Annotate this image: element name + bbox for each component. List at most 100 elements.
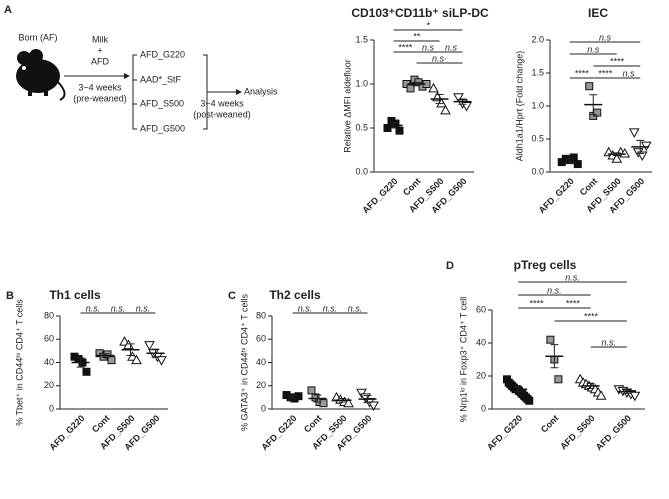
- significance-label: ****: [565, 298, 580, 308]
- y-tick-label: 0: [49, 403, 54, 413]
- data-point: [440, 104, 451, 115]
- significance-label: n.s: [599, 32, 612, 42]
- y-tick-label: 60: [476, 304, 486, 314]
- y-axis-label: % Nrp1ˡᵒ in Foxp3⁺ CD4⁺ T cell: [458, 297, 468, 423]
- x-tick-label: AFD_G500: [594, 413, 633, 452]
- arrow-head: [124, 73, 130, 79]
- data-point: [319, 399, 328, 408]
- analysis-label: Analysis: [244, 86, 278, 96]
- data-point: [573, 160, 582, 169]
- y-axis-label: Relative ΔMFI aldefluor: [342, 59, 352, 153]
- y-tick-label: 20: [44, 380, 54, 390]
- data-point: [619, 148, 631, 158]
- y-tick-label: 40: [476, 337, 486, 347]
- significance-label: ****: [598, 68, 613, 78]
- post-text: 3~4 weeks: [200, 98, 244, 108]
- significance-label: n.s.: [547, 285, 562, 295]
- data-point: [368, 401, 379, 412]
- error-bar: [151, 348, 160, 358]
- data-point: [307, 386, 316, 395]
- chart-title: IEC: [588, 6, 608, 20]
- data-point: [156, 356, 167, 366]
- significance-label: *: [426, 20, 430, 30]
- panel-label: D: [446, 260, 454, 272]
- significance-label: n.s.: [348, 303, 363, 313]
- x-tick-label: AFD_G220: [485, 413, 524, 452]
- error-bar: [435, 94, 444, 104]
- data-point: [343, 397, 354, 408]
- data-point: [595, 390, 607, 400]
- significance-label: ****: [584, 311, 599, 321]
- error-bar: [412, 81, 421, 87]
- error-bar: [288, 395, 297, 399]
- data-point: [131, 354, 142, 365]
- significance-label: ****: [574, 68, 589, 78]
- data-point: [554, 375, 563, 384]
- y-tick-label: 2.0: [531, 34, 544, 44]
- significance-label: n.s.: [298, 303, 313, 313]
- data-point: [82, 367, 91, 376]
- panel-label: B: [6, 290, 14, 302]
- y-tick-label: 0.5: [531, 133, 544, 143]
- group-name: AFD_G500: [140, 123, 185, 133]
- milk-text: +: [97, 45, 102, 55]
- data-point: [640, 141, 652, 152]
- error-bar: [565, 158, 574, 164]
- y-tick-label: 0: [481, 403, 486, 413]
- error-bar: [313, 394, 322, 403]
- milk-text: Milk: [92, 34, 108, 44]
- error-bar: [101, 353, 110, 358]
- error-bar: [76, 357, 85, 368]
- x-tick-label: AFD_G220: [360, 176, 399, 215]
- chart-title: Th2 cells: [269, 288, 321, 302]
- mouse-icon: [16, 49, 66, 101]
- chart-title: pTreg cells: [514, 258, 577, 272]
- y-tick-label: 1.5: [531, 67, 544, 77]
- y-axis-label: % Tbet⁺ in CD44ʰⁱ CD4⁺ T cells: [14, 299, 24, 426]
- data-point: [611, 153, 623, 163]
- error-bar: [363, 395, 372, 404]
- group-name: AAD*_StF: [140, 74, 182, 84]
- y-tick-label: 80: [44, 310, 54, 320]
- x-tick-label: Cont: [539, 413, 561, 435]
- significance-label: n.s.: [565, 272, 580, 282]
- y-tick-label: 0.5: [355, 122, 368, 132]
- significance-label: **: [413, 31, 421, 41]
- x-tick-label: AFD_G220: [259, 413, 298, 452]
- group-name: AFD_S500: [140, 98, 184, 108]
- significance-label: ****: [529, 298, 544, 308]
- y-axis-label: Aldh1a1/Hprt (Fold change): [514, 51, 524, 162]
- error-bar: [389, 122, 398, 129]
- error-bar: [458, 98, 467, 105]
- significance-label: n.s.: [86, 303, 101, 313]
- chart-title: CD103⁺CD11b⁺ siLP-DC: [351, 6, 489, 20]
- y-tick-label: 40: [44, 357, 54, 367]
- y-tick-label: 1.0: [355, 78, 368, 88]
- y-tick-label: 60: [256, 334, 266, 344]
- chart-title: Th1 cells: [49, 288, 101, 302]
- data-point: [406, 84, 415, 93]
- y-tick-label: 20: [256, 380, 266, 390]
- x-tick-label: AFD_S500: [558, 413, 597, 452]
- y-tick-label: 0.0: [531, 166, 544, 176]
- data-point: [525, 396, 534, 405]
- error-bar: [589, 94, 598, 116]
- data-point: [428, 82, 439, 93]
- data-point: [585, 82, 594, 91]
- significance-label: n.s.: [111, 303, 126, 313]
- y-tick-label: 1.0: [531, 100, 544, 110]
- y-tick-label: 40: [256, 357, 266, 367]
- post-text: (post-weaned): [193, 109, 251, 119]
- x-tick-label: AFD_G220: [47, 413, 86, 452]
- error-bar: [126, 343, 135, 357]
- significance-label: n.s: [422, 42, 435, 52]
- x-tick-label: Cont: [302, 413, 324, 435]
- error-bar: [514, 386, 523, 393]
- y-tick-label: 0.0: [355, 166, 368, 176]
- arrow-head: [236, 89, 242, 95]
- y-tick-label: 20: [476, 370, 486, 380]
- significance-label: n.s.: [323, 303, 338, 313]
- y-tick-label: 0: [261, 403, 266, 413]
- data-point: [546, 335, 555, 344]
